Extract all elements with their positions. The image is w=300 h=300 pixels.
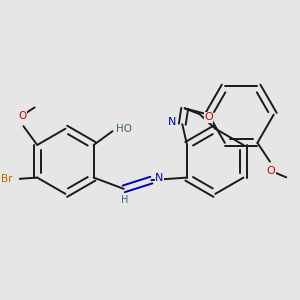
- Text: O: O: [204, 112, 213, 122]
- Text: H: H: [121, 195, 128, 205]
- Text: Br: Br: [2, 174, 13, 184]
- Text: O: O: [18, 110, 26, 121]
- Text: N: N: [168, 117, 176, 127]
- Text: HO: HO: [116, 124, 132, 134]
- Text: O: O: [267, 166, 276, 176]
- Text: N: N: [155, 172, 164, 183]
